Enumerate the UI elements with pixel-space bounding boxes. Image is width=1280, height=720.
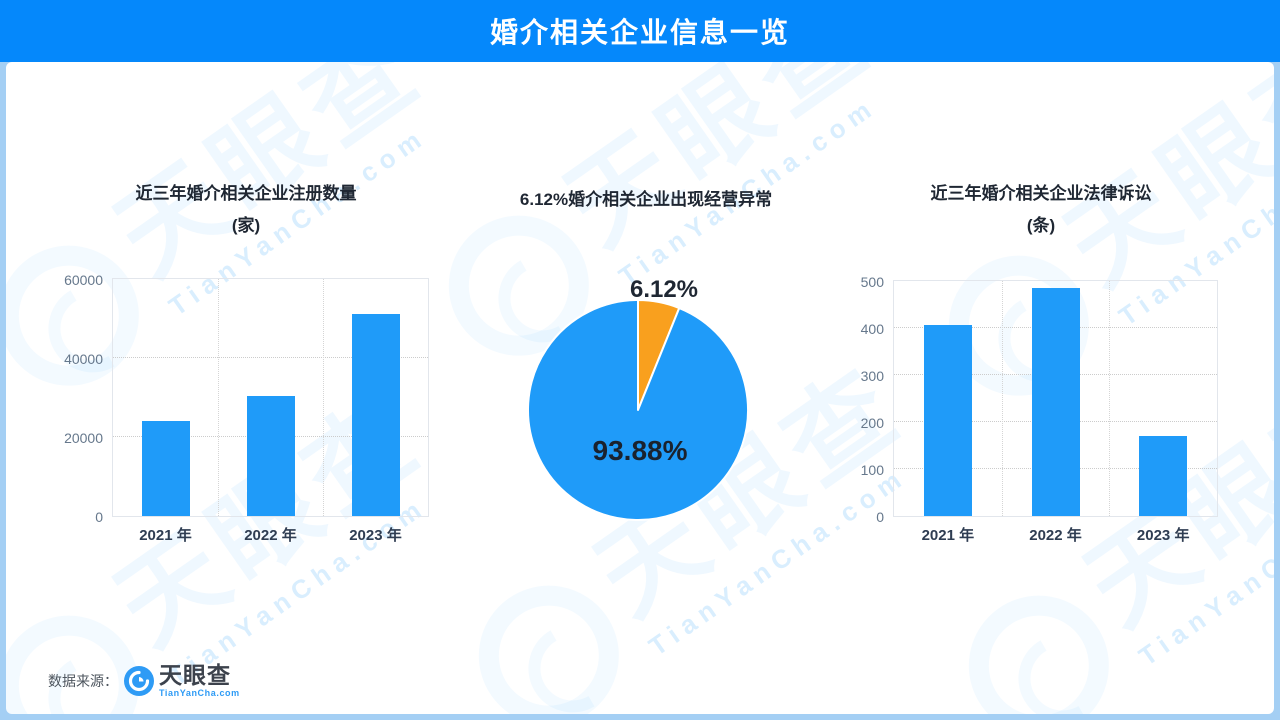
- y-axis-tick-label: 200: [860, 414, 884, 431]
- pie-chart: [518, 290, 758, 530]
- y-axis-tick-label: 100: [860, 461, 884, 478]
- chart-abnormal-title: 6.12%婚介相关企业出现经营异常: [519, 190, 773, 209]
- footer: 数据来源： 天眼查 TianYanCha.com: [48, 658, 240, 704]
- content-card: 天眼查 TianYanCha.com 天眼查 TianYanCha.com 天眼查 Tia…: [6, 62, 1274, 714]
- brand-logo-lockup: 天眼查 TianYanCha.com: [124, 664, 240, 698]
- watermark-swirl-icon: [941, 567, 1137, 714]
- x-axis-tick-label: 2021 年: [921, 527, 975, 544]
- x-axis-tick-label: 2023 年: [1136, 527, 1190, 544]
- y-axis-tick-label: 500: [860, 273, 884, 290]
- page-title: 婚介相关企业信息一览: [489, 17, 790, 48]
- brand-url: TianYanCha.com: [159, 688, 240, 698]
- x-axis-tick-label: 2022 年: [1029, 527, 1082, 544]
- x-axis-tick-label: 2022 年: [244, 527, 297, 544]
- header-banner: 婚介相关企业信息一览: [0, 0, 1280, 62]
- bar-2021年: [923, 324, 972, 516]
- pie-slice-93.88%: [527, 299, 750, 521]
- x-axis-labels: 2021 年 2022 年 2023 年: [894, 524, 1217, 545]
- chart-title-line2: (条): [1026, 216, 1056, 236]
- pie-label-normal: 93.88%: [592, 435, 688, 466]
- y-axis-tick-label: 300: [860, 367, 884, 384]
- chart-registrations-title: 近三年婚介相关企业注册数量 (家): [46, 178, 446, 243]
- x-axis-tick-label: 2023 年: [349, 527, 402, 544]
- gridline-horizontal: [113, 357, 428, 359]
- gridline-vertical: [323, 279, 324, 516]
- bar-2023年: [351, 313, 400, 516]
- gridline-vertical: [1001, 281, 1003, 516]
- bar-2022年: [1031, 288, 1080, 516]
- y-axis-tick-label: 0: [876, 508, 884, 525]
- bar-2021年: [141, 421, 190, 516]
- x-axis-tick-label: 2021 年: [139, 527, 192, 544]
- registrations-plot-area: 0 20000 40000 60000 2021 年 2022 年 2023 年: [64, 272, 429, 544]
- chart-title-line2: (家): [231, 216, 261, 236]
- y-axis-tick-label: 60000: [64, 271, 103, 288]
- watermark-swirl-icon: [451, 557, 647, 714]
- chart-lawsuits-title: 近三年婚介相关企业法律诉讼 (条): [836, 178, 1246, 243]
- bar-2023年: [1139, 436, 1188, 516]
- brand-name: 天眼查: [159, 662, 231, 688]
- lawsuits-plot-area: 0 100 200 300 400 500 2021 年 2022 年 2023 年: [861, 274, 1218, 544]
- brand-text: 天眼查 TianYanCha.com: [159, 664, 240, 698]
- bar-2022年: [246, 395, 295, 516]
- chart-title-line1: 近三年婚介相关企业注册数量: [135, 184, 357, 203]
- pie-label-abnormal: 6.12%: [629, 276, 699, 303]
- gridline-vertical: [1109, 281, 1111, 516]
- gridline-vertical: [218, 279, 219, 516]
- x-axis-labels: 2021 年 2022 年 2023 年: [113, 524, 428, 545]
- y-axis-tick-label: 0: [95, 508, 103, 525]
- chart-title-line1: 近三年婚介相关企业法律诉讼: [930, 184, 1152, 203]
- y-axis-tick-label: 400: [860, 320, 884, 337]
- y-axis-tick-label: 20000: [64, 429, 103, 446]
- pie-svg: [527, 299, 750, 521]
- tianyancha-eye-icon: [124, 666, 154, 696]
- y-axis-tick-label: 40000: [64, 350, 103, 367]
- data-source-label: 数据来源：: [48, 673, 118, 689]
